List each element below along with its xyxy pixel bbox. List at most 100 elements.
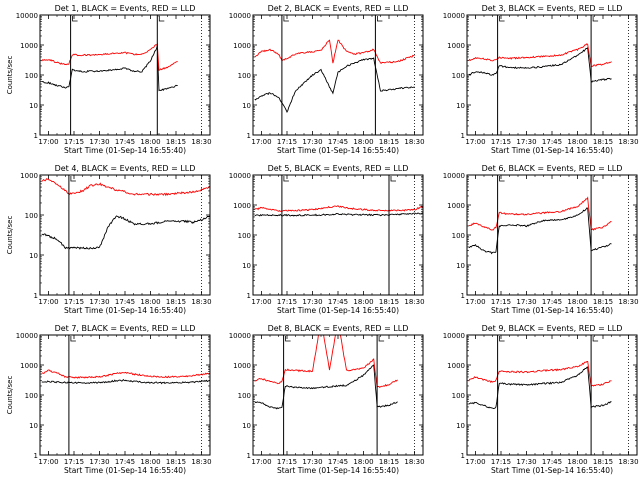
y-tick-label: 1000 [20,362,38,370]
chart-title: Det 7, BLACK = Events, RED = LLD [55,324,196,333]
chart-panel-5: Det 5, BLACK = Events, RED = LLD 1 10 100 10… [229,164,425,315]
y-tick-label: 1 [247,132,251,140]
x-tick-label: 17:30 [302,458,322,466]
y-tick-label: 100 [25,392,38,400]
y-tick-label: 1000 [20,42,38,50]
event-marker-flag [378,336,385,342]
x-tick-label: 17:15 [491,298,511,306]
y-tick-label: 1000 [447,362,465,370]
plot-frame [466,334,638,456]
x-tick-label: 17:45 [542,458,562,466]
series-line-events [41,45,178,92]
y-axis-label: Counts/sec [6,376,14,415]
chart-panel-6: Det 6, BLACK = Events, RED = LLD 1 10 100 10… [443,164,639,315]
plot-frame [39,334,211,456]
x-tick-label: 18:15 [379,138,399,146]
x-tick-label: 17:45 [115,458,135,466]
y-tick-label: 1000 [447,202,465,210]
x-tick-label: 18:30 [404,298,424,306]
x-tick-label: 18:15 [379,458,399,466]
x-tick-label: 17:30 [89,298,109,306]
x-tick-label: 17:45 [542,138,562,146]
event-marker-flag [499,16,505,22]
x-axis-label: Start Time (01-Sep-14 16:55:40) [277,306,399,315]
x-tick-label: 17:00 [465,458,485,466]
series-line-lld [254,39,415,64]
chart-panel-3: Det 3, BLACK = Events, RED = LLD 1 10 100 10… [443,4,639,155]
x-tick-label: 17:45 [328,298,348,306]
x-tick-label: 18:00 [567,138,587,146]
x-tick-label: 17:15 [277,138,297,146]
series-line-lld [468,196,612,231]
event-marker-flag [390,176,396,182]
y-tick-label: 100 [238,232,251,240]
plot-frame [466,174,638,296]
x-axis-label: Start Time (01-Sep-14 16:55:40) [277,466,399,475]
y-tick-label: 10 [242,102,251,110]
chart-title: Det 9, BLACK = Events, RED = LLD [482,324,623,333]
y-tick-label: 10 [456,102,465,110]
x-axis-label: Start Time (01-Sep-14 16:55:40) [491,466,613,475]
x-tick-label: 18:15 [593,138,613,146]
x-tick-label: 18:00 [353,458,373,466]
chart-panel-2: Det 2, BLACK = Events, RED = LLD 1 10 100 10… [229,4,425,155]
event-marker-flag [376,16,383,22]
y-tick-label: 10000 [443,332,465,340]
y-tick-label: 1000 [447,42,465,50]
x-tick-label: 18:00 [353,298,373,306]
y-tick-label: 10000 [16,12,38,20]
x-tick-label: 17:00 [38,458,58,466]
y-tick-label: 100 [452,392,465,400]
y-tick-label: 10 [29,422,38,430]
x-axis-label: Start Time (01-Sep-14 16:55:40) [64,306,186,315]
x-tick-label: 18:00 [140,298,160,306]
y-tick-label: 100 [238,392,251,400]
x-axis-label: Start Time (01-Sep-14 16:55:40) [64,466,186,475]
x-tick-label: 18:30 [618,138,638,146]
x-tick-label: 17:15 [491,458,511,466]
series-line-lld [41,42,178,71]
x-tick-label: 17:15 [64,138,84,146]
x-tick-label: 18:00 [567,458,587,466]
x-tick-label: 17:15 [64,298,84,306]
plot-frame [252,334,424,456]
y-tick-label: 10000 [443,172,465,180]
x-tick-label: 17:30 [302,138,322,146]
y-tick-label: 1 [247,452,251,460]
chart-title: Det 6, BLACK = Events, RED = LLD [482,164,623,173]
y-axis-label: Counts/sec [6,56,14,95]
y-tick-label: 1 [461,292,465,300]
x-tick-label: 17:00 [251,458,271,466]
series-line-lld [41,177,210,197]
y-tick-label: 1 [247,292,251,300]
series-line-lld [254,335,398,389]
series-line-lld [468,43,612,68]
y-tick-label: 10 [242,262,251,270]
y-tick-label: 10 [242,422,251,430]
event-marker-flag [70,336,76,342]
x-tick-label: 18:30 [404,138,424,146]
chart-panel-4: Det 4, BLACK = Events, RED = LLD 1 10 100 10… [6,164,212,315]
plot-frame [252,174,424,296]
x-tick-label: 17:00 [251,298,271,306]
chart-panel-8: Det 8, BLACK = Events, RED = LLD 1 10 100 10… [229,324,425,475]
series-line-lld [254,205,423,212]
y-tick-label: 10 [456,262,465,270]
x-tick-label: 18:15 [166,458,186,466]
x-tick-label: 17:00 [38,138,58,146]
series-line-events [468,207,612,255]
x-tick-label: 18:30 [191,138,211,146]
y-tick-label: 10000 [229,332,251,340]
x-tick-label: 17:30 [302,298,322,306]
x-tick-label: 17:15 [277,458,297,466]
x-tick-label: 17:30 [516,138,536,146]
x-tick-label: 17:45 [328,138,348,146]
x-tick-label: 17:45 [328,458,348,466]
y-axis-label: Counts/sec [6,216,14,255]
x-axis-label: Start Time (01-Sep-14 16:55:40) [491,306,613,315]
x-tick-label: 18:30 [191,298,211,306]
chart-panel-1: Det 1, BLACK = Events, RED = LLD 1 10 100 10… [6,4,212,155]
y-tick-label: 10000 [16,332,38,340]
series-line-events [254,212,423,217]
